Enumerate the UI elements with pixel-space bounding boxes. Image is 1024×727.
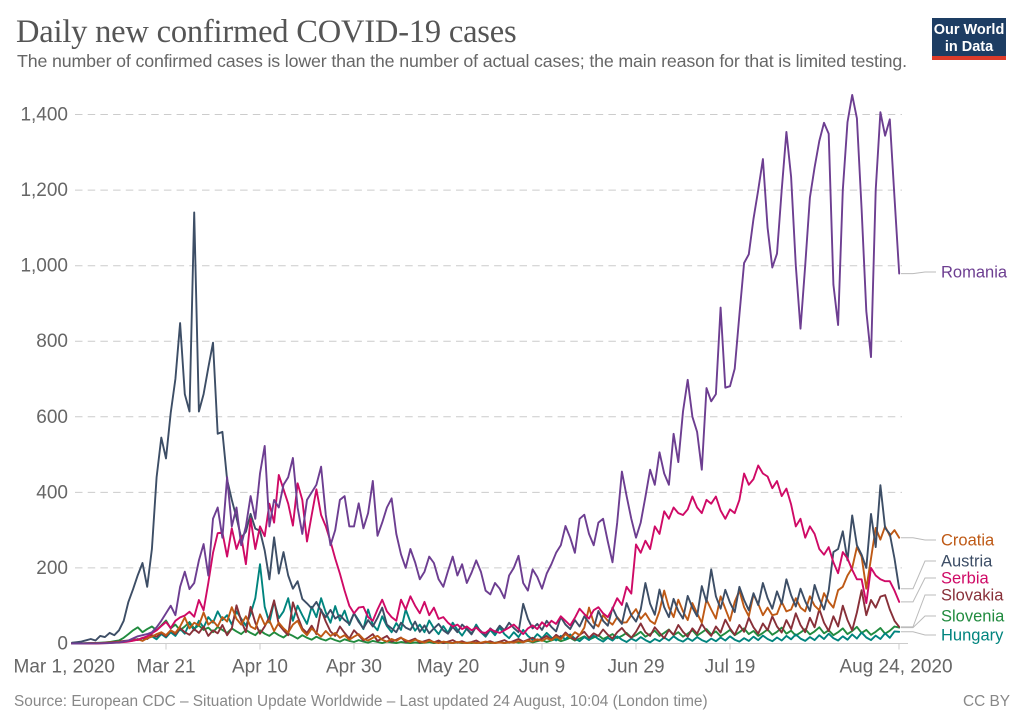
svg-text:May 20: May 20 xyxy=(417,657,479,678)
svg-text:1,000: 1,000 xyxy=(20,256,68,277)
svg-text:Apr 10: Apr 10 xyxy=(232,657,288,678)
svg-text:Serbia: Serbia xyxy=(941,570,990,588)
svg-text:Romania: Romania xyxy=(941,264,1008,282)
svg-text:400: 400 xyxy=(36,482,68,503)
svg-text:Slovenia: Slovenia xyxy=(941,608,1005,626)
svg-text:Jul 19: Jul 19 xyxy=(705,657,756,678)
svg-text:Jun 9: Jun 9 xyxy=(519,657,565,678)
svg-text:1,400: 1,400 xyxy=(20,105,68,126)
svg-text:200: 200 xyxy=(36,558,68,579)
svg-text:Mar 21: Mar 21 xyxy=(136,657,195,678)
svg-text:Jun 29: Jun 29 xyxy=(607,657,664,678)
svg-text:Croatia: Croatia xyxy=(941,532,995,550)
svg-text:600: 600 xyxy=(36,407,68,428)
svg-text:Apr 30: Apr 30 xyxy=(326,657,382,678)
svg-text:0: 0 xyxy=(57,634,68,655)
svg-text:800: 800 xyxy=(36,331,68,352)
svg-text:Austria: Austria xyxy=(941,553,993,571)
svg-text:Mar 1, 2020: Mar 1, 2020 xyxy=(14,657,115,678)
svg-text:Hungary: Hungary xyxy=(941,627,1004,645)
svg-text:1,200: 1,200 xyxy=(20,180,68,201)
svg-text:Aug 24, 2020: Aug 24, 2020 xyxy=(839,657,952,678)
svg-text:Slovakia: Slovakia xyxy=(941,587,1004,605)
